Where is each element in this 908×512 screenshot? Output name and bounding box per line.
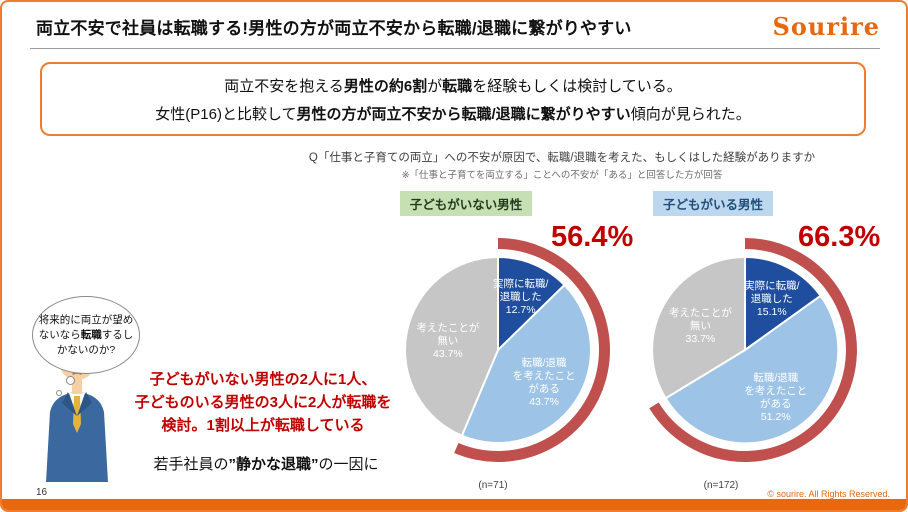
highlight-percentage-no-children: 56.4%: [551, 221, 634, 253]
sample-size-with-children: (n=172): [703, 480, 739, 491]
highlight-percentage-with-children: 66.3%: [798, 221, 881, 253]
key-message: 子どもがいない男性の2人に1人、 子どものいる男性の3人に2人が転職を 検討。1…: [118, 368, 408, 437]
thought-bubble-dot: [66, 376, 75, 385]
survey-question: Q「仕事と子育ての両立」への不安が原因で、転職/退職を考えた、もしくはした経験が…: [308, 152, 816, 164]
summary-line-2: 女性(P16)と比較して男性の方が両立不安から転職/退職に繋がりやすい傾向が見ら…: [155, 105, 751, 123]
summary-callout: 両立不安を抱える男性の約6割が転職を経験もしくは検討している。 女性(P16)と…: [40, 62, 866, 136]
header: 両立不安で社員は転職する!男性の方が両立不安から転職/退職に繋がりやすい Sou…: [36, 12, 880, 41]
conclusion-text: 若手社員の”静かな退職”の一因に: [153, 456, 379, 473]
survey-note: ※「仕事と子育てを両立する」ことへの不安が「ある」と回答した方が回答: [401, 170, 723, 181]
summary-line-1: 両立不安を抱える男性の約6割が転職を経験もしくは検討している。: [224, 77, 682, 95]
thought-bubble-dot: [56, 390, 62, 396]
thought-bubble: 将来的に両立が望め ないなら転職するし かないのか?: [32, 296, 140, 374]
copyright: © sourire. All Rights Reserved.: [767, 489, 890, 499]
chart-label-text: 子どもがいない男性: [399, 191, 533, 216]
brand-logo: Sourire: [772, 12, 880, 41]
pie-chart-no-children: 実際に転職/退職した 12.7% 転職/退職を考えたことがある 43.7% 考えたことが…: [404, 238, 610, 462]
bubble-line-1: 将来的に両立が望め: [38, 313, 134, 326]
pie-chart-with-children: 実際に転職/退職した 15.1% 転職/退職を考えたことがある 51.2% 考えたことが…: [649, 238, 857, 462]
chart-label-no-children: 子どもがいない男性: [350, 191, 582, 216]
key-message-line-1: 子どもがいない男性の2人に1人、: [149, 371, 377, 388]
sample-size-no-children: (n=71): [478, 480, 508, 491]
slide-title: 両立不安で社員は転職する!男性の方が両立不安から転職/退職に繋がりやすい: [36, 19, 632, 38]
bubble-line-3: かないのか?: [56, 343, 116, 356]
key-message-line-3: 検討。1割以上が転職している: [161, 417, 365, 434]
key-message-line-2: 子どものいる男性の3人に2人が転職を: [134, 394, 392, 411]
bottom-accent-bar: [2, 499, 906, 510]
bubble-line-2: ないなら転職するし: [38, 328, 134, 341]
header-divider: [30, 48, 880, 49]
page-number: 16: [36, 487, 48, 498]
chart-label-with-children: 子どもがいる男性: [597, 191, 829, 216]
chart-label-text: 子どもがいる男性: [652, 191, 773, 216]
